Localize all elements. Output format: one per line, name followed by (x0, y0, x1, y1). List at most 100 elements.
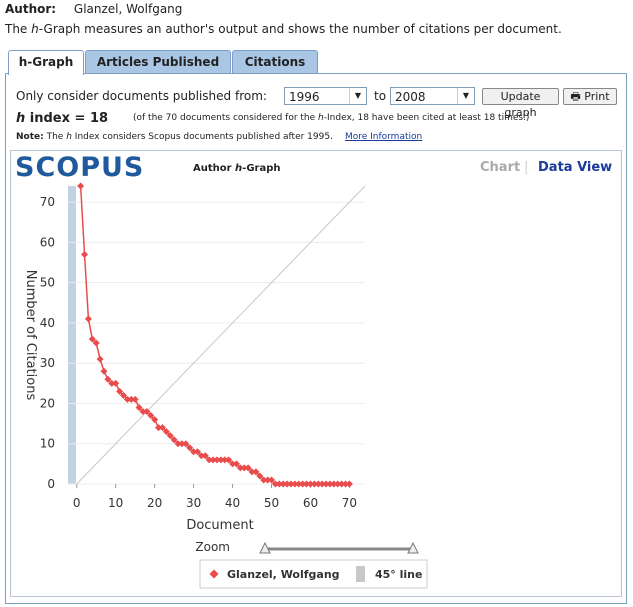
point (182, 440, 190, 448)
to-year: 2008 (395, 90, 426, 104)
point (248, 468, 256, 476)
chart-panel: SCOPUS Author h-Graph Chart | Data View … (10, 150, 622, 597)
zoom-handle[interactable] (259, 541, 271, 554)
y-tick-label: 40 (40, 316, 55, 330)
text: Author (193, 163, 235, 174)
separator: | (524, 160, 528, 175)
series-line (76, 185, 366, 485)
y-tick-label: 0 (47, 477, 55, 491)
point (178, 440, 186, 448)
point (190, 448, 198, 456)
y-tick-label: 70 (40, 195, 55, 209)
more-info-link[interactable]: More Information (344, 132, 423, 142)
point (92, 339, 100, 347)
update-button[interactable]: Update graph (482, 88, 559, 119)
point (213, 456, 221, 464)
point (116, 387, 124, 395)
point (303, 480, 311, 488)
text: h (16, 111, 26, 126)
series-line (79, 185, 350, 485)
point (166, 432, 174, 440)
h-index: h index = 18 (16, 111, 108, 126)
x-tick-label: 40 (225, 496, 240, 510)
author-row: Author: Glanzel, Wolfgang (5, 2, 182, 16)
plot-edge-band (68, 186, 76, 484)
point (338, 480, 346, 488)
zoom-handle[interactable] (407, 541, 419, 554)
point (342, 480, 350, 488)
point (275, 480, 283, 488)
point (88, 335, 96, 343)
from-select[interactable]: 1996 ▼ (284, 87, 367, 105)
point (193, 448, 201, 456)
legend-swatch (356, 566, 365, 582)
y-axis-label: Number of Citations (23, 270, 38, 401)
point (330, 480, 338, 488)
x-axis-label: Document (186, 518, 253, 533)
data-view-tab[interactable]: Data View (538, 160, 612, 175)
point (310, 480, 318, 488)
point (295, 480, 303, 488)
tab[interactable]: Articles Published (85, 50, 231, 73)
range-label: Only consider documents published from: (16, 89, 267, 103)
point (271, 480, 279, 488)
chart-panel-title: Author h-Graph (193, 163, 281, 174)
point (131, 395, 139, 403)
text: -Graph measures an author's output and s… (38, 22, 562, 36)
point (108, 379, 116, 387)
point (174, 440, 182, 448)
point (326, 480, 334, 488)
tab[interactable]: h-Graph (8, 50, 84, 75)
point (77, 182, 85, 190)
point (158, 424, 166, 432)
point (151, 416, 159, 424)
note-label: Note: (16, 132, 44, 142)
point (123, 395, 131, 403)
chart-view-tab[interactable]: Chart (480, 160, 520, 175)
point (139, 408, 147, 416)
text: The (46, 132, 67, 142)
point (135, 403, 143, 411)
text: h (318, 113, 324, 123)
dropdown-arrow: ▼ (457, 88, 474, 104)
point (345, 480, 353, 488)
x-tick-label: 10 (108, 496, 123, 510)
to-label: to (374, 89, 387, 103)
text: index = 18 (25, 111, 109, 126)
point (201, 452, 209, 460)
text: Index considers Scopus documents publish… (71, 132, 333, 142)
point (334, 480, 342, 488)
point (186, 444, 194, 452)
point (104, 375, 112, 383)
point (112, 379, 120, 387)
y-tick-label: 10 (40, 437, 55, 451)
author-name: Glanzel, Wolfgang (73, 2, 183, 16)
point (155, 424, 163, 432)
x-tick-label: 0 (73, 496, 81, 510)
point (162, 428, 170, 436)
dropdown-arrow: ▼ (349, 88, 366, 104)
y-tick-label: 20 (40, 396, 55, 410)
text: -Graph (242, 163, 280, 174)
legend-label: 45° line (375, 568, 422, 581)
from-year: 1996 (289, 90, 320, 104)
point (279, 480, 287, 488)
h-index-detail: (of the 70 documents considered for the … (133, 113, 529, 123)
point (244, 464, 252, 472)
point (299, 480, 307, 488)
point (314, 480, 322, 488)
point (147, 412, 155, 420)
point (229, 460, 237, 468)
to-select[interactable]: 2008 ▼ (390, 87, 475, 105)
point (264, 476, 272, 484)
point (170, 436, 178, 444)
text: -Index, 18 have been cited at least 18 t… (323, 113, 530, 123)
note: Note: The h Index considers Scopus docum… (16, 132, 422, 142)
x-tick-label: 20 (147, 496, 162, 510)
point (287, 480, 295, 488)
point (236, 464, 244, 472)
print-button[interactable]: 🖶 Print (563, 88, 617, 105)
legend-swatch (209, 569, 219, 579)
tab[interactable]: Citations (232, 50, 318, 73)
